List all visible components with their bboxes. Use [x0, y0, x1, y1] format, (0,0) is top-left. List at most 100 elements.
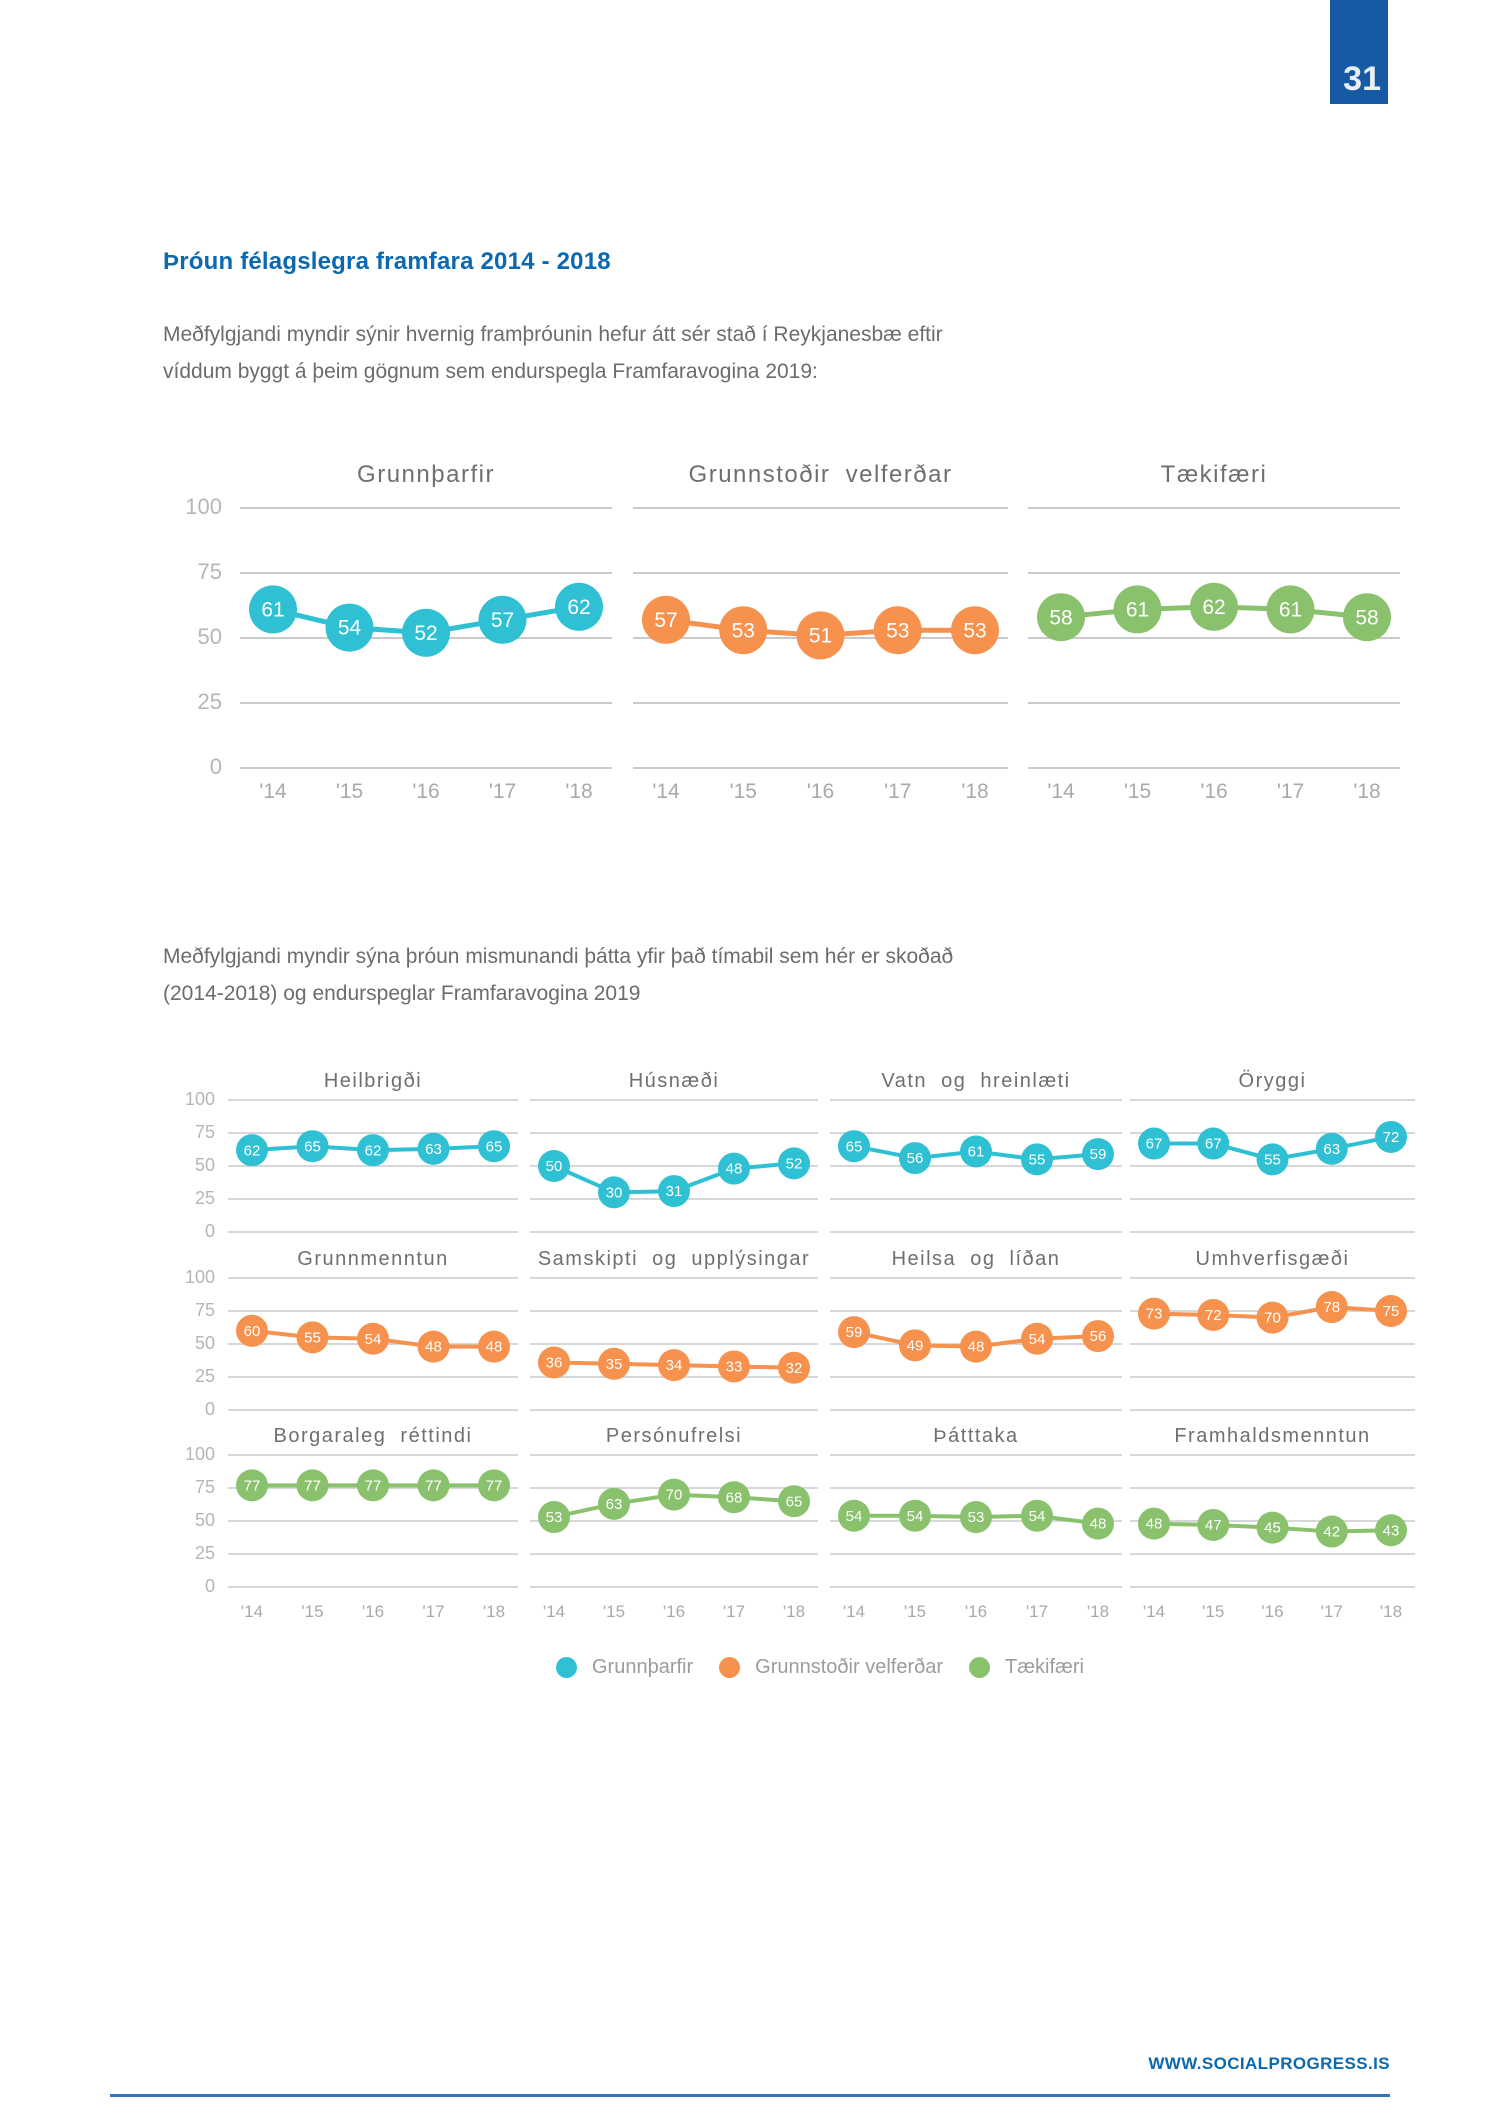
chart-thatttaka: Þátttaka 54 54 53 54 48 '14 '15 '16 '17 '18	[830, 1425, 1122, 1621]
legend-item-grunnstodir-velferdar: Grunnstoðir velferðar	[719, 1656, 943, 1679]
x-axis-label: '14	[652, 780, 680, 803]
data-point-marker	[1021, 1143, 1053, 1176]
data-point-marker	[249, 585, 297, 634]
chart-title: Borgaraleg réttindi	[274, 1425, 473, 1447]
data-point-marker	[1256, 1301, 1289, 1334]
x-axis-label: '18	[483, 1602, 505, 1621]
chart-legend: Grunnþarfir Grunnstoðir velferðar Tækifæ…	[556, 1650, 1084, 1684]
data-point-marker	[796, 611, 845, 660]
chart-grunntharfir: Grunnþarfir 61 54 52 57 62 '14 '15 '16 '17 '18	[240, 461, 612, 803]
data-point-value: 72	[1383, 1129, 1400, 1146]
chart-umhverfisgaedi: Umhverfisgæði 73 72 70 78 75	[1130, 1248, 1415, 1411]
x-axis-label: '15	[603, 1602, 625, 1621]
data-point-marker	[719, 606, 768, 655]
data-point-marker	[357, 1322, 389, 1355]
x-axis-label: '18	[1380, 1602, 1402, 1621]
data-point-marker	[1197, 1298, 1230, 1331]
chart-title: Heilbrigði	[324, 1070, 422, 1092]
x-axis-label: '14	[241, 1602, 263, 1621]
y-axis-label: 100	[185, 494, 222, 520]
x-axis-label: '15	[904, 1602, 926, 1621]
chart-vatn-og-hreinlaeti: Vatn og hreinlæti 65 56 61 55 59	[830, 1070, 1122, 1233]
data-point-value: 65	[786, 1493, 803, 1510]
data-point-marker	[1375, 1514, 1407, 1547]
chart-title: Grunnþarfir	[357, 461, 495, 488]
chart-grunnmenntun: Grunnmenntun 60 55 54 48 48	[228, 1248, 518, 1411]
y-axis-label: 75	[194, 1299, 215, 1320]
data-point-marker	[417, 1132, 450, 1165]
y-axis-label: 0	[204, 1398, 215, 1419]
x-axis-label: '16	[1200, 780, 1227, 803]
detail-paragraph-line-1: Meðfylgjandi myndir sýna þróun mismunand…	[163, 945, 954, 968]
data-point-marker	[1113, 585, 1162, 634]
legend-dot-icon	[969, 1656, 991, 1678]
data-point-value: 48	[486, 1339, 503, 1356]
data-point-marker	[1256, 1143, 1289, 1176]
data-point-marker	[1256, 1511, 1289, 1544]
data-point-marker	[417, 1469, 450, 1502]
data-point-value: 73	[1146, 1306, 1163, 1323]
data-point-value: 48	[425, 1339, 442, 1356]
data-point-marker	[778, 1147, 810, 1180]
page-number-badge: 31	[1330, 0, 1388, 104]
y-axis-label: 0	[204, 1220, 215, 1241]
y-axis-label: 75	[194, 1121, 215, 1142]
data-point-marker	[1315, 1291, 1348, 1324]
y-axis-label: 25	[194, 1542, 215, 1563]
data-point-value: 62	[1202, 596, 1225, 619]
data-point-marker	[1343, 593, 1391, 642]
data-point-value: 36	[546, 1355, 563, 1372]
data-point-marker	[1375, 1120, 1407, 1153]
data-point-marker	[642, 595, 690, 644]
data-point-marker	[538, 1346, 570, 1379]
data-point-marker	[598, 1176, 630, 1209]
chart-title: Þátttaka	[933, 1425, 1018, 1447]
data-point-marker	[1037, 593, 1085, 642]
x-axis-label: '16	[412, 780, 439, 803]
data-point-value: 33	[726, 1359, 743, 1376]
legend-label: Grunnþarfir	[592, 1655, 694, 1678]
data-point-value: 78	[1323, 1299, 1340, 1316]
data-point-value: 59	[1090, 1146, 1107, 1163]
x-axis-label: '17	[1026, 1602, 1048, 1621]
data-point-value: 54	[365, 1331, 382, 1348]
data-point-value: 48	[726, 1161, 743, 1178]
x-axis-label: '14	[1143, 1602, 1165, 1621]
data-point-value: 70	[1264, 1310, 1281, 1327]
intro-paragraph: Meðfylgjandi myndir sýnir hvernig framþr…	[163, 316, 943, 390]
data-point-marker	[478, 595, 527, 644]
data-point-marker	[598, 1347, 630, 1380]
x-axis-label: '18	[1087, 1602, 1109, 1621]
y-axis-label: 25	[197, 689, 222, 715]
data-point-value: 60	[244, 1323, 261, 1340]
data-point-value: 55	[304, 1330, 321, 1347]
data-point-marker	[296, 1469, 329, 1502]
data-point-marker	[718, 1481, 750, 1514]
data-point-value: 75	[1383, 1303, 1400, 1320]
chart-title: Grunnstoðir velferðar	[689, 461, 953, 488]
chart-taekifaeri: Tækifæri 58 61 62 61 58 '14 '15 '16 '17 '18	[1028, 461, 1400, 803]
y-axis-label: 75	[197, 559, 222, 585]
data-point-value: 51	[809, 625, 832, 648]
data-point-marker	[478, 1469, 510, 1502]
chart-samskipti-og-upplysingar: Samskipti og upplýsingar 36 35 34 33 32	[530, 1248, 818, 1411]
data-point-value: 65	[304, 1138, 321, 1155]
data-point-value: 56	[1090, 1328, 1107, 1345]
x-axis-label: '16	[807, 780, 834, 803]
x-axis-label: '17	[489, 780, 516, 803]
data-point-value: 42	[1323, 1524, 1340, 1541]
data-point-marker	[296, 1130, 329, 1163]
chart-personufrelsi: Persónufrelsi 53 63 70 68 65 '14 '15 '16 '17 '18	[530, 1425, 818, 1621]
data-point-value: 58	[1355, 606, 1378, 629]
data-point-value: 68	[726, 1489, 743, 1506]
data-point-value: 57	[491, 609, 514, 632]
data-point-marker	[658, 1349, 690, 1382]
data-point-marker	[478, 1330, 510, 1363]
data-point-value: 72	[1205, 1307, 1222, 1324]
data-point-marker	[555, 582, 603, 631]
data-point-value: 53	[546, 1509, 563, 1526]
data-point-value: 53	[963, 619, 986, 642]
data-point-value: 62	[365, 1142, 382, 1159]
data-point-value: 32	[786, 1360, 803, 1377]
data-point-value: 63	[606, 1496, 623, 1513]
